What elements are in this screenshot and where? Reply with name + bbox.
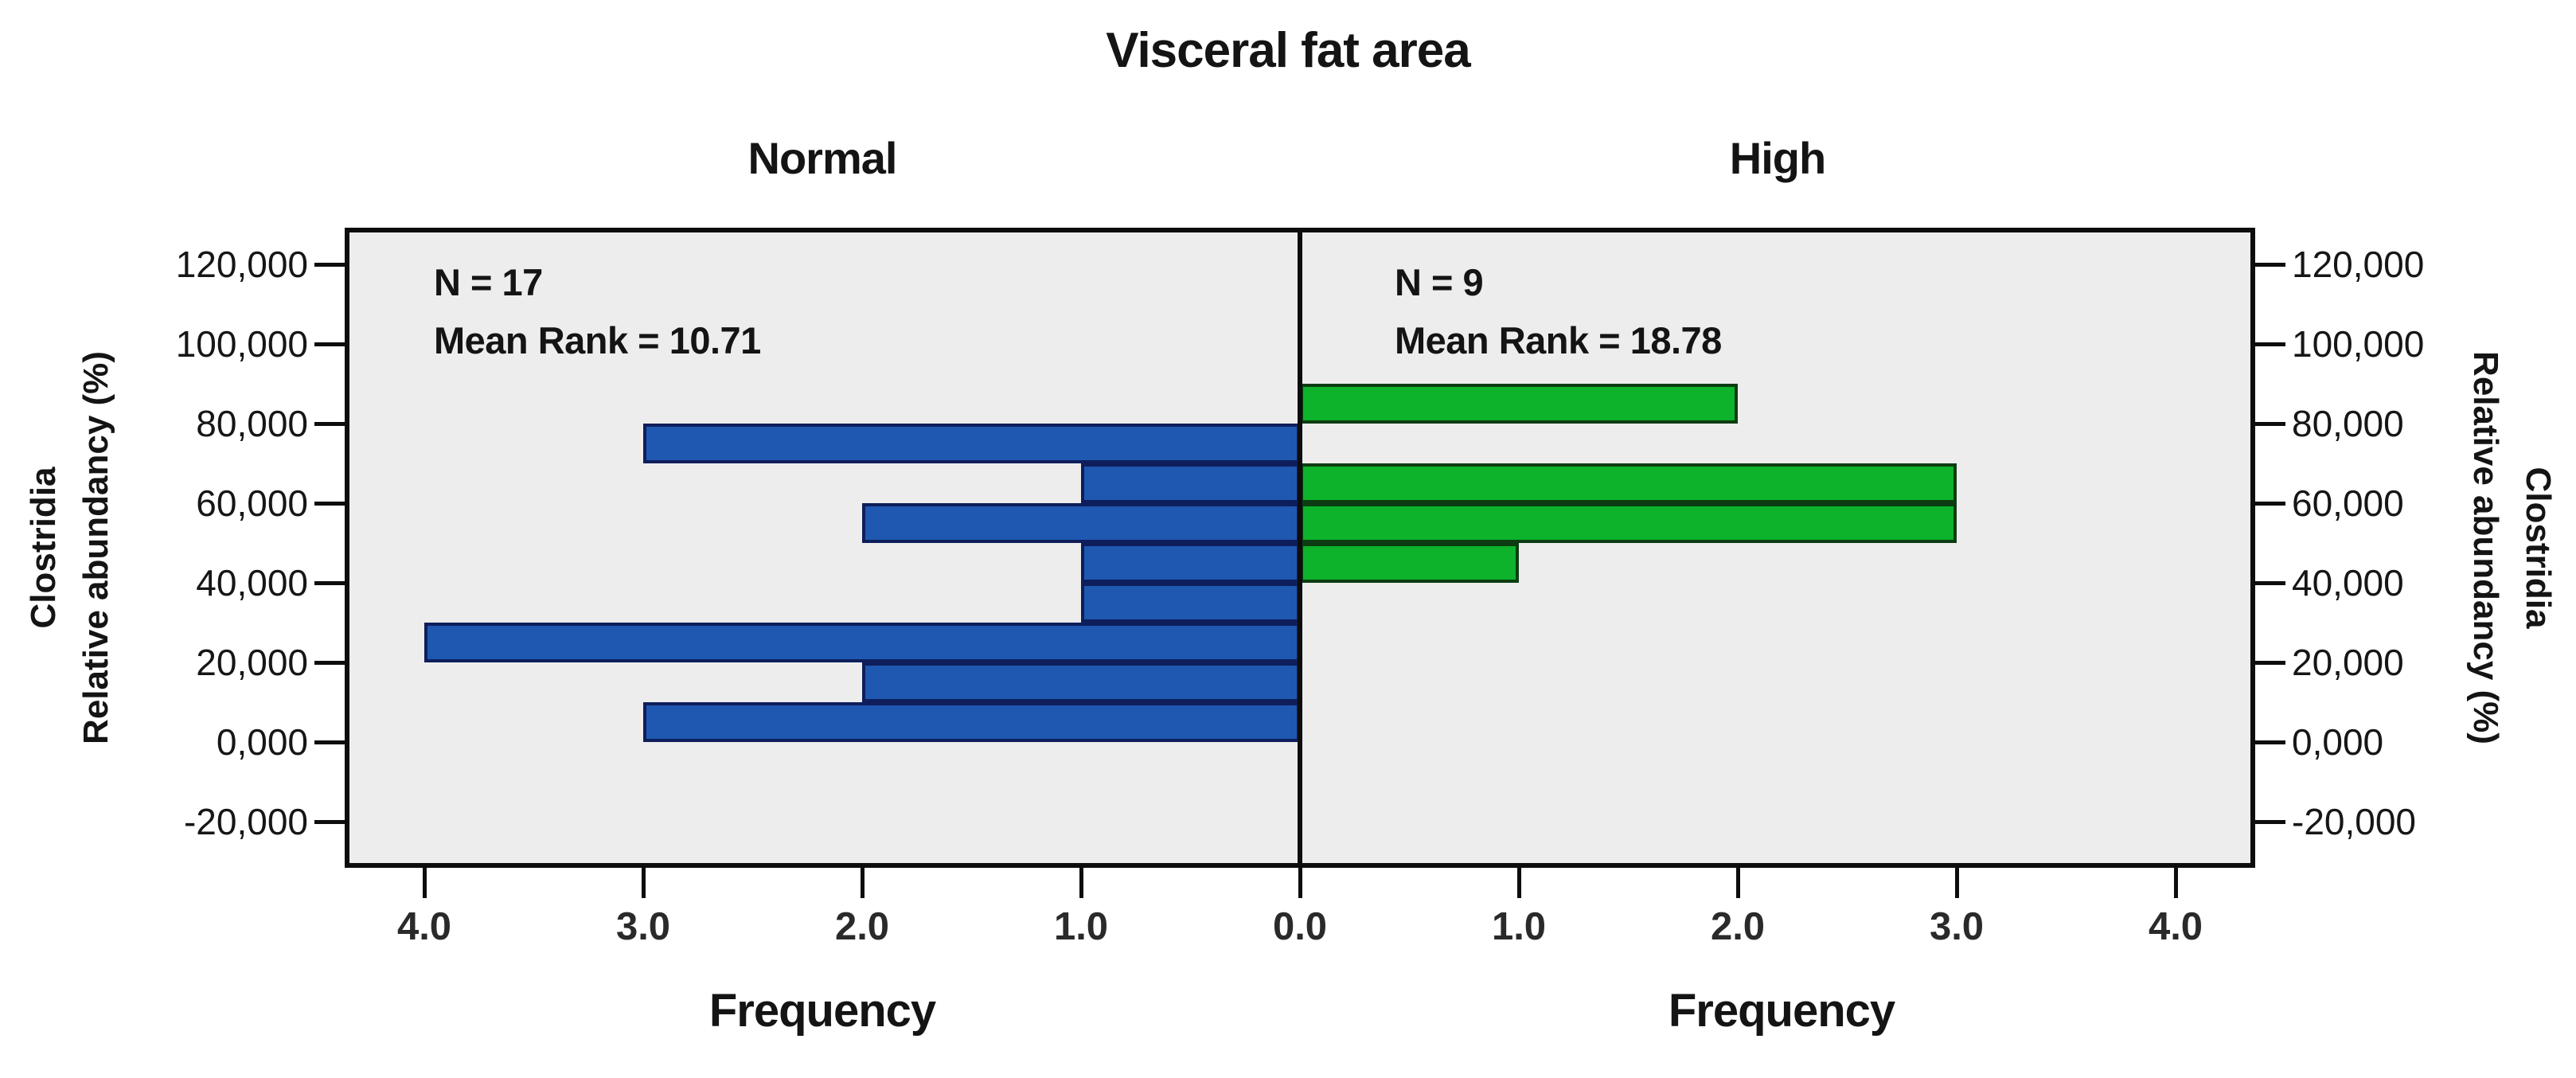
center-axis-line [1298,228,1302,868]
y-axis-tick-label: 120,000 [175,244,308,285]
y-axis-tick [2255,740,2285,744]
y-axis-title-right-line2: Relative abundancy (%) [2466,351,2505,744]
y-axis-tick [314,342,345,346]
x-axis-tick [1517,868,1521,898]
x-axis-tick-label: 4.0 [2148,905,2203,948]
y-axis-tick-label: 0,000 [216,721,308,763]
y-axis-tick-label: 40,000 [196,562,308,603]
x-axis-tick-label: 4.0 [396,905,452,948]
y-axis-title-left: Clostridia Relative abundancy (%) [18,351,123,744]
stats-normal-mean-rank: Mean Rank = 10.71 [434,319,761,361]
y-axis-tick [314,581,345,585]
histogram-bar-high [1300,503,1957,543]
y-axis-title-right: Clostridia Relative abundancy (%) [2459,351,2564,744]
y-axis-tick-label: 120,000 [2292,244,2425,285]
histogram-bar-normal [424,623,1300,662]
x-axis-title-right: Frequency [1668,985,1895,1037]
stats-normal: N = 17 Mean Rank = 10.71 [434,253,761,369]
y-axis-tick [314,740,345,744]
histogram-bar-normal [1081,543,1300,583]
histogram-bar-high [1300,543,1519,583]
x-axis-tick-label: 1.0 [1053,905,1109,948]
y-axis-title-left-line1: Clostridia [24,467,63,629]
x-axis-tick [1955,868,1959,898]
histogram-bar-normal [1081,463,1300,503]
y-axis-title-right-line1: Clostridia [2519,467,2558,629]
y-axis-tick [2255,502,2285,506]
x-axis-tick-label: 1.0 [1491,905,1547,948]
y-axis-tick [2255,263,2285,267]
y-axis-tick-label: 100,000 [175,323,308,365]
y-axis-tick-label: -20,000 [183,801,308,842]
x-axis-tick-label: 2.0 [1710,905,1766,948]
y-axis-tick [2255,581,2285,585]
y-axis-tick [314,422,345,426]
histogram-bar-high [1300,384,1738,424]
axes-ticks-layer: 120,000 120,000 100,000 100,000 80,000 80,000… [176,228,2425,948]
x-axis-tick-label: 3.0 [615,905,671,948]
y-axis-tick-label: 60,000 [2292,482,2404,524]
histogram-bar-normal [643,424,1300,463]
y-axis-tick-label: -20,000 [2292,801,2417,842]
y-axis-tick [2255,422,2285,426]
x-axis-tick [861,868,865,898]
x-axis-tick [423,868,427,898]
y-axis-tick-label: 80,000 [2292,403,2404,444]
y-axis-tick-label: 20,000 [2292,642,2404,683]
y-axis-tick [314,661,345,665]
stats-high: N = 9 Mean Rank = 18.78 [1395,253,1722,369]
y-axis-tick-label: 40,000 [2292,562,2404,603]
panel-header-high: High [1729,133,1826,183]
y-axis-tick [314,820,345,824]
x-axis-tick [642,868,646,898]
y-axis-tick-label: 80,000 [196,403,308,444]
histogram-bar-normal [862,662,1300,702]
y-axis-tick-label: 20,000 [196,642,308,683]
histogram-bar-normal [643,702,1300,742]
stats-high-n: N = 9 [1395,261,1484,303]
bars-layer [345,228,2255,868]
stats-normal-n: N = 17 [434,261,543,303]
x-axis-tick [2174,868,2178,898]
x-axis-tick [1736,868,1740,898]
x-axis-title-left: Frequency [708,985,936,1037]
chart-title: Visceral fat area [1106,23,1471,78]
y-axis-tick [2255,661,2285,665]
panel-header-normal: Normal [747,133,898,183]
x-axis-tick-label: 0.0 [1272,905,1328,948]
x-axis-tick [1298,868,1302,898]
y-axis-tick-label: 0,000 [2292,721,2384,763]
x-axis-tick-label: 3.0 [1929,905,1985,948]
histogram-bar-normal [1081,583,1300,623]
y-axis-tick [2255,342,2285,346]
y-axis-tick [314,263,345,267]
y-axis-tick-label: 60,000 [196,482,308,524]
y-axis-tick [314,502,345,506]
y-axis-tick-label: 100,000 [2292,323,2425,365]
stats-high-mean-rank: Mean Rank = 18.78 [1395,319,1722,361]
y-axis-tick [2255,820,2285,824]
y-axis-title-left-line2: Relative abundancy (%) [76,351,115,744]
x-axis-tick-label: 2.0 [834,905,890,948]
histogram-bar-normal [862,503,1300,543]
x-axis-tick [1079,868,1083,898]
